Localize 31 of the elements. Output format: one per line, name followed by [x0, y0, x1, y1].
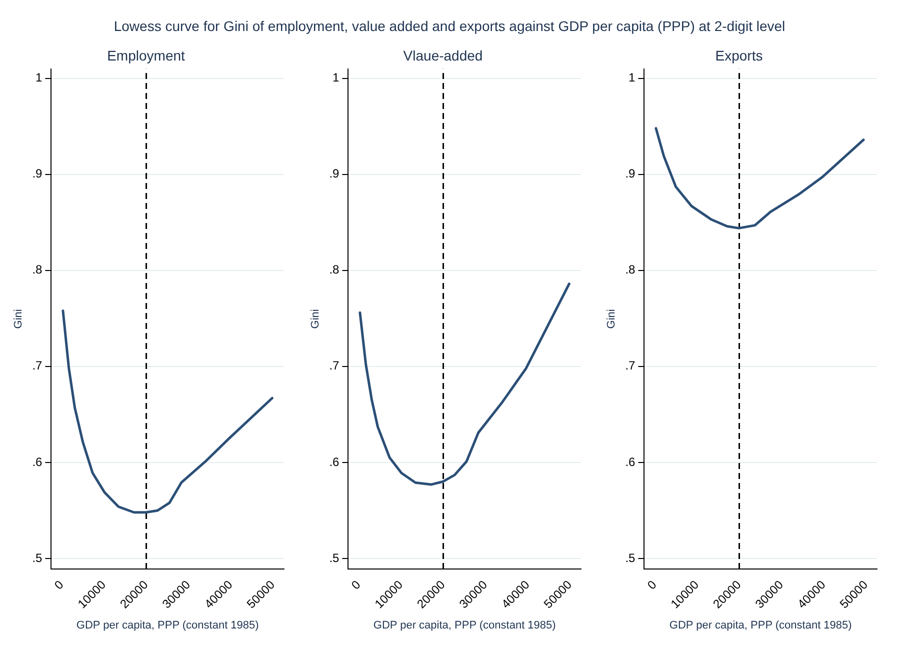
text: Lowess curve for Gini of employment, value added and exports against GDP per capita (PPP) at 2-digit level	[112, 17, 786, 36]
y-tick-label: 1	[628, 70, 636, 85]
y-tick-label: .6	[625, 454, 636, 469]
y-tick-label: .7	[32, 358, 43, 373]
x-axis-title: GDP per capita, PPP (constant 1985)	[669, 619, 852, 632]
x-tick-label: 0	[644, 577, 660, 592]
y-tick-label: .9	[328, 166, 340, 181]
y-tick-label: .8	[32, 262, 43, 277]
y-tick-label: .6	[32, 454, 43, 469]
y-tick-label: .6	[328, 454, 340, 469]
y-tick-label: .5	[328, 550, 340, 565]
y-axis-title: Gini	[606, 309, 618, 329]
y-tick-label: .8	[625, 262, 636, 277]
x-axis-title: GDP per capita, PPP (constant 1985)	[372, 619, 556, 632]
chart-title: Vlaue-added	[402, 47, 482, 64]
y-tick-label: .5	[625, 550, 636, 565]
x-tick-label: 0	[348, 577, 363, 592]
y-tick-label: .9	[625, 166, 636, 181]
chart-title: Employment	[107, 47, 186, 64]
y-tick-label: .7	[625, 358, 636, 373]
y-tick-label: .8	[328, 262, 340, 277]
x-axis-title: GDP per capita, PPP (constant 1985)	[76, 619, 259, 632]
y-axis-title: Gini	[12, 309, 25, 329]
chart-title: Exports	[715, 47, 763, 64]
y-tick-label: .9	[32, 166, 43, 181]
y-axis-title: Gini	[309, 309, 322, 329]
x-tick-label: 0	[52, 577, 66, 592]
y-tick-label: .5	[32, 550, 43, 565]
y-tick-label: .7	[328, 358, 340, 373]
y-tick-label: 1	[332, 70, 340, 85]
y-tick-label: 1	[36, 70, 43, 85]
